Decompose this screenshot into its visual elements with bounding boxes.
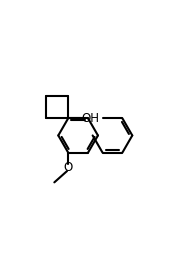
Text: O: O [64, 161, 73, 174]
Text: OH: OH [81, 112, 99, 125]
